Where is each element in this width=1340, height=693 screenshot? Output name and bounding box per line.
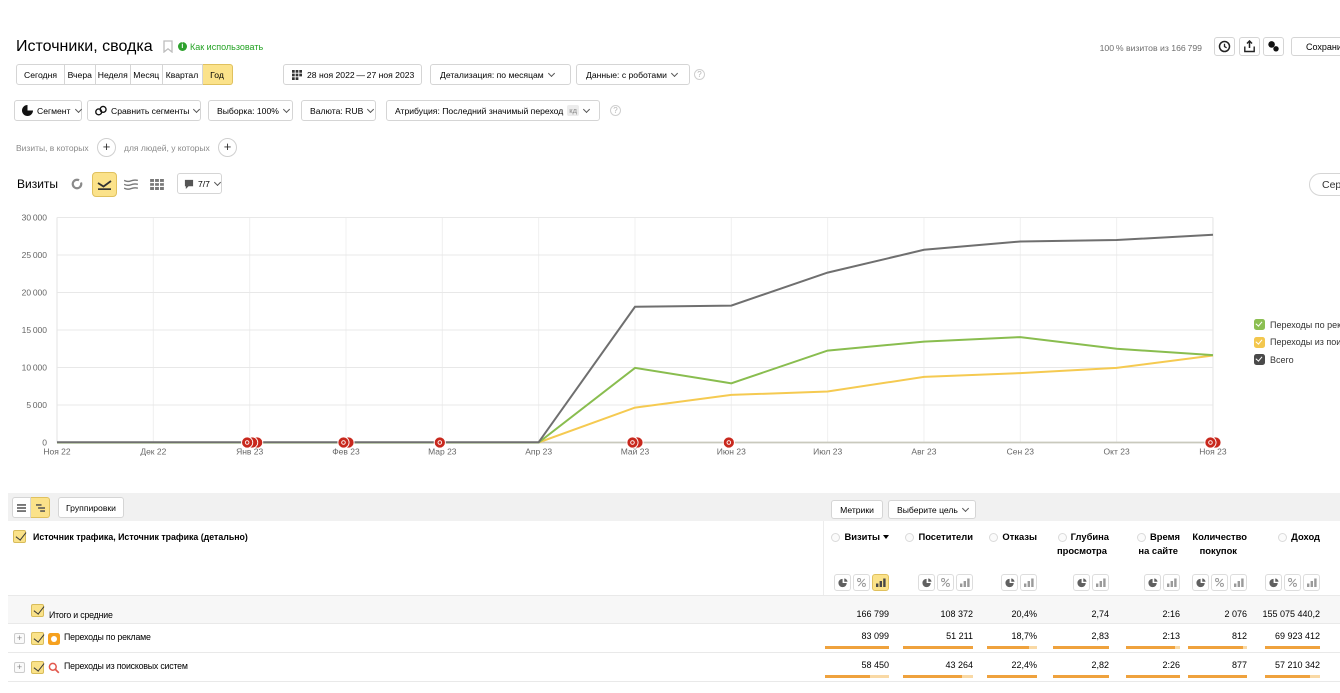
- svg-text:Мар 23: Мар 23: [428, 447, 457, 457]
- svg-text:Сен 23: Сен 23: [1007, 447, 1035, 457]
- svg-text:30 000: 30 000: [22, 212, 48, 222]
- svg-text:0: 0: [42, 437, 47, 447]
- svg-text:10 000: 10 000: [22, 362, 48, 372]
- svg-text:Май 23: Май 23: [621, 447, 650, 457]
- svg-text:Июн 23: Июн 23: [717, 447, 746, 457]
- svg-text:15 000: 15 000: [22, 325, 48, 335]
- svg-text:Окт 23: Окт 23: [1104, 447, 1130, 457]
- svg-text:Дек 22: Дек 22: [140, 447, 166, 457]
- svg-text:Фев 23: Фев 23: [332, 447, 360, 457]
- svg-text:Янв 23: Янв 23: [236, 447, 263, 457]
- svg-text:Апр 23: Апр 23: [525, 447, 552, 457]
- svg-text:Июл 23: Июл 23: [813, 447, 842, 457]
- svg-text:Ноя 23: Ноя 23: [1199, 447, 1227, 457]
- svg-text:Авг 23: Авг 23: [911, 447, 936, 457]
- svg-text:Ноя 22: Ноя 22: [43, 447, 71, 457]
- svg-text:5 000: 5 000: [26, 400, 47, 410]
- svg-text:20 000: 20 000: [22, 287, 48, 297]
- svg-text:25 000: 25 000: [22, 250, 48, 260]
